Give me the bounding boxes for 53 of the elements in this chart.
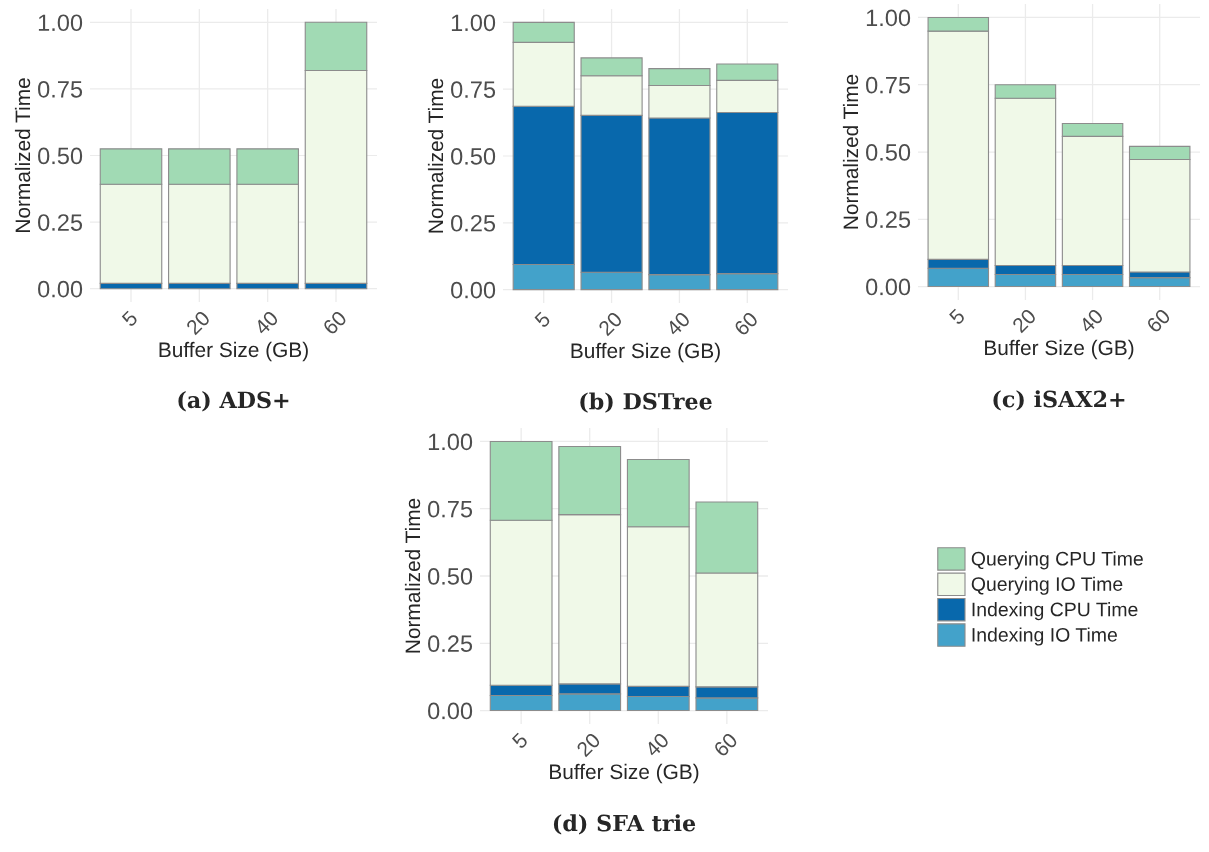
x-tick-label: 20 <box>575 731 602 758</box>
y-tick-label: 0.50 <box>38 147 83 165</box>
x-tick-label: 20 <box>1011 307 1037 334</box>
y-axis-title: Normalized Time <box>427 78 444 233</box>
y-tick-label: 0.75 <box>451 81 496 98</box>
text: (a) ADS+ <box>178 391 289 412</box>
x-tick-label: 20 <box>597 310 624 337</box>
x-tick-label: 5 <box>533 311 552 329</box>
x-tick-label: 40 <box>1078 307 1105 334</box>
x-tick-label: 5 <box>948 308 966 326</box>
y-tick-label: 0.25 <box>451 214 496 232</box>
y-axis-title: Normalized Time <box>842 74 859 229</box>
y-tick-label: 0.75 <box>428 500 473 518</box>
y-tick-label: 0.50 <box>451 148 496 165</box>
y-tick-label: 0.75 <box>866 76 911 94</box>
legend-label: Indexing IO Time <box>972 627 1117 646</box>
x-tick-label: 60 <box>322 309 348 336</box>
y-tick-label: 0.25 <box>428 635 473 653</box>
x-tick-label: 5 <box>511 732 529 750</box>
x-tick-label: 60 <box>1145 307 1172 334</box>
y-axis-title: Normalized Time <box>404 498 421 653</box>
y-tick-label: 0.00 <box>866 278 911 296</box>
x-axis-title: Buffer Size (GB) <box>571 342 720 363</box>
legend-label: Indexing CPU Time <box>972 602 1138 621</box>
legend-label: Querying CPU Time <box>971 551 1143 570</box>
x-tick-label: 60 <box>712 731 739 758</box>
y-tick-label: 0.00 <box>451 281 496 299</box>
y-tick-label: 0.25 <box>866 211 911 229</box>
x-tick-label: 20 <box>185 309 211 336</box>
x-axis-title: Buffer Size (GB) <box>159 341 308 362</box>
y-tick-label: 0.75 <box>38 80 83 98</box>
text: (b) DSTree <box>580 392 712 413</box>
text: (d) SFA trie <box>553 814 696 835</box>
x-tick-label: 40 <box>643 731 670 758</box>
y-tick-label: 1.00 <box>428 433 473 451</box>
y-tick-label: 1.00 <box>451 14 496 32</box>
y-tick-label: 1.00 <box>866 9 911 27</box>
y-tick-label: 0.50 <box>428 568 473 585</box>
x-tick-label: 60 <box>733 310 759 337</box>
x-axis-title: Buffer Size (GB) <box>550 763 699 784</box>
y-tick-label: 0.25 <box>38 214 83 231</box>
legend-label: Querying IO Time <box>971 576 1123 595</box>
x-axis-title: Buffer Size (GB) <box>985 339 1134 360</box>
y-tick-label: 0.50 <box>866 144 911 161</box>
y-tick-label: 0.00 <box>428 702 473 720</box>
x-tick-label: 5 <box>121 310 139 328</box>
y-axis-title: Normalized Time <box>14 78 31 232</box>
bar <box>1128 277 1191 288</box>
x-tick-label: 40 <box>665 310 691 337</box>
x-tick-label: 40 <box>253 309 280 336</box>
text: (c) iSAX2+ <box>993 390 1125 411</box>
y-tick-label: 0.00 <box>38 280 83 298</box>
y-tick-label: 1.00 <box>38 14 83 32</box>
